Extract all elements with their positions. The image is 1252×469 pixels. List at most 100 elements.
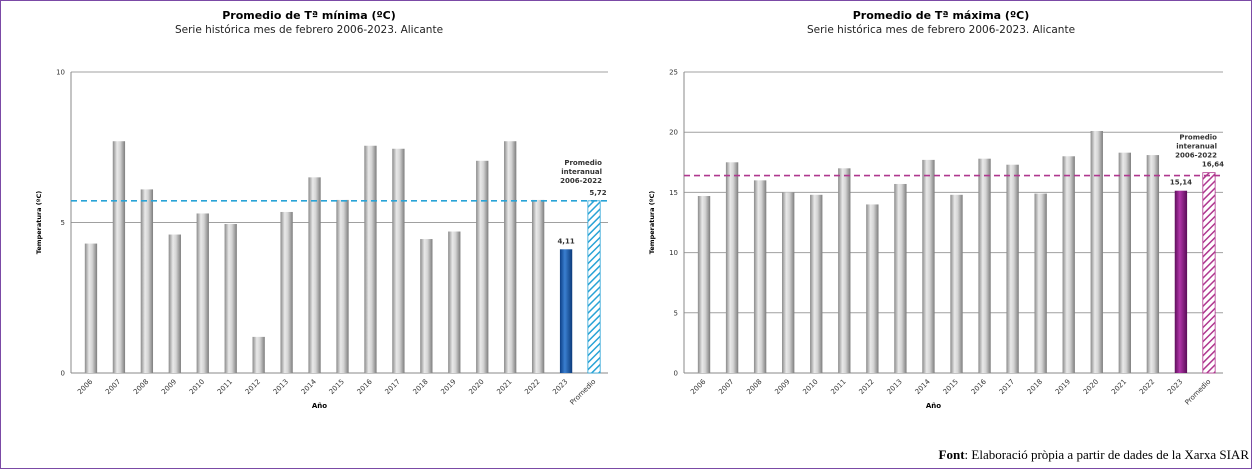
chart1-bar [364, 145, 377, 373]
chart1-bar [280, 211, 293, 373]
chart2-x-tick-label: 2023 [1166, 378, 1184, 396]
chart1-x-tick-label: 2006 [76, 377, 95, 396]
chart1-y-tick-label: 10 [56, 69, 65, 77]
chart1-x-tick-label: 2008 [132, 378, 150, 396]
chart1-bar [168, 234, 181, 373]
chart2-x-tick-label: Promedio [1183, 378, 1212, 407]
chart1-x-tick-label: 2019 [439, 378, 457, 396]
chart1-bar [476, 160, 489, 373]
chart2-y-tick-label: 25 [669, 69, 678, 77]
chart2-bar [753, 180, 767, 373]
chart2-bar [1006, 164, 1019, 373]
chart1-x-tick-label: Promedio [569, 378, 598, 407]
chart2-x-axis-label: Año [926, 402, 941, 410]
chart2-x-tick-label: 2008 [745, 378, 763, 396]
chart2-x-tick-label: 2016 [970, 377, 989, 396]
chart1-bar [504, 141, 517, 373]
chart1-bar [448, 231, 461, 373]
chart2-x-tick-label: 2019 [1054, 378, 1072, 396]
chart2-x-tick-label: 2014 [914, 377, 933, 396]
chart1-x-tick-label: 2012 [244, 378, 262, 396]
chart1-x-axis-label: Año [312, 402, 327, 410]
chart1-x-tick-label: 2021 [495, 378, 513, 396]
chart2-y-axis-label: Temperatura (ºC) [648, 191, 656, 254]
chart1-x-tick-label: 2020 [467, 378, 485, 396]
chart2-bar [1146, 155, 1160, 373]
chart1-bar [84, 243, 98, 373]
chart2-bar [866, 204, 879, 373]
chart1-bar-highlight [559, 249, 573, 373]
chart2-x-tick-label: 2006 [689, 377, 708, 396]
chart1-x-tick-label: 2023 [551, 378, 569, 396]
source-text: : Elaboració pròpia a partir de dades de… [964, 447, 1249, 462]
chart2-highlight-value-label: 15,14 [1170, 179, 1192, 187]
chart1-x-tick-label: 2011 [216, 378, 234, 396]
chart1-x-tick-label: 2015 [328, 378, 346, 396]
chart1-x-tick-label: 2007 [104, 378, 122, 396]
chart1-x-tick-label: 2017 [384, 378, 402, 396]
chart1-x-tick-label: 2009 [160, 378, 178, 396]
chart1-x-tick-label: 2022 [523, 378, 541, 396]
chart1-bar [420, 239, 433, 373]
chart2-bar [838, 168, 851, 373]
chart2-y-tick-label: 10 [669, 249, 678, 257]
chart1-average-value-label: 5,72 [589, 189, 606, 197]
chart2-x-tick-label: 2010 [801, 378, 819, 396]
chart1-bar [531, 199, 545, 373]
chart2-x-tick-label: 2015 [942, 378, 960, 396]
chart1-reference-annotation: interanual [561, 168, 602, 176]
source-label: Font [938, 447, 965, 462]
chart1-reference-annotation: Promedio [564, 159, 602, 167]
chart1-subtitle: Serie histórica mes de febrero 2006-2023… [175, 24, 443, 36]
chart1-x-tick-label: 2014 [300, 377, 319, 396]
chart1-bar-average [587, 200, 601, 374]
chart2-x-tick-label: 2007 [717, 378, 735, 396]
chart1-bar [224, 224, 237, 373]
chart2-bar-average [1202, 172, 1216, 374]
chart2-bar [782, 192, 795, 373]
chart1-x-tick-label: 2013 [272, 378, 290, 396]
chart2-x-tick-label: 2011 [829, 378, 847, 396]
chart1-bar [336, 199, 349, 373]
chart2-bar [1062, 156, 1075, 373]
chart1-bar [252, 336, 265, 373]
chart2-reference-annotation: interanual [1176, 143, 1217, 151]
chart1-x-tick-label: 2010 [188, 378, 206, 396]
chart2-y-tick-label: 0 [674, 370, 678, 378]
chart2-reference-annotation: Promedio [1179, 134, 1217, 142]
chart2-x-tick-label: 2009 [773, 378, 791, 396]
chart2-average-value-label: 16,64 [1202, 161, 1224, 169]
chart2-bar-highlight [1174, 190, 1188, 373]
chart2-x-tick-label: 2018 [1026, 378, 1044, 396]
chart2-y-tick-label: 15 [669, 189, 678, 197]
chart2-bar [1034, 193, 1047, 373]
chart2-y-tick-label: 5 [674, 309, 678, 317]
source-note: Font: Elaboració pròpia a partir de dade… [831, 447, 1249, 463]
chart2-y-tick-label: 20 [669, 129, 678, 137]
chart2-bar [725, 162, 739, 373]
chart2-x-tick-label: 2017 [998, 378, 1016, 396]
chart2-x-tick-label: 2020 [1082, 378, 1100, 396]
chart2-bar [1090, 130, 1103, 373]
chart2-x-tick-label: 2013 [886, 378, 904, 396]
chart2-x-tick-label: 2012 [857, 378, 875, 396]
chart1-x-tick-label: 2018 [411, 378, 429, 396]
chart2-bar [894, 183, 907, 373]
chart2-bar [1118, 152, 1131, 373]
chart1-bar [196, 213, 209, 373]
chart1-y-tick-label: 0 [61, 370, 65, 378]
chart1-bar [112, 141, 126, 373]
chart2-bar [922, 159, 935, 373]
chart2-subtitle: Serie histórica mes de febrero 2006-2023… [807, 24, 1075, 36]
chart1-reference-annotation: 2006-2022 [560, 177, 602, 185]
chart1-y-tick-label: 5 [61, 219, 65, 227]
chart2-bar [810, 194, 823, 373]
chart2-bar [950, 194, 963, 373]
chart1-bar [140, 189, 154, 373]
chart2-bar [697, 196, 711, 373]
chart1-title: Promedio de Tª mínima (ºC) [222, 9, 396, 22]
chart1-x-tick-label: 2016 [356, 377, 375, 396]
chart2-x-tick-label: 2021 [1110, 378, 1128, 396]
chart2-bar [978, 158, 991, 373]
